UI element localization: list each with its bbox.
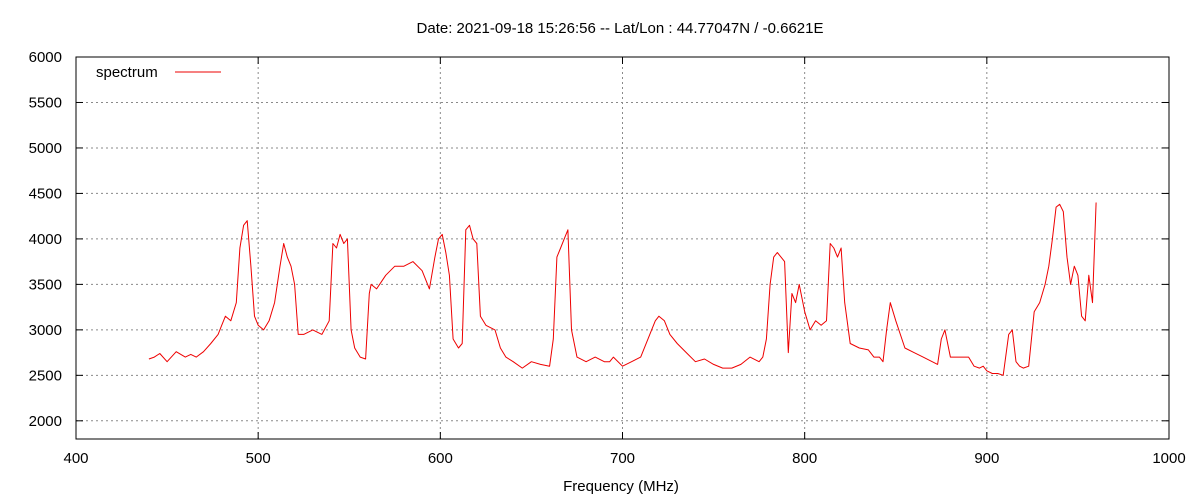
y-tick-label: 2000 <box>29 413 62 430</box>
series-layer <box>148 202 1097 376</box>
x-tick-label: 500 <box>246 450 271 467</box>
x-tick-label: 600 <box>428 450 453 467</box>
y-tick-label: 4000 <box>29 231 62 248</box>
chart-title: Date: 2021-09-18 15:26:56 -- Lat/Lon : 4… <box>417 20 824 37</box>
legend: spectrum <box>96 64 221 81</box>
x-tick-label: 800 <box>792 450 817 467</box>
axis-ticks: 400 500 600 700 800 900 1000 2000 2500 3000 3500 40… <box>29 49 1186 467</box>
y-tick-label: 2500 <box>29 367 62 384</box>
series-line-spectrum <box>148 202 1097 376</box>
y-tick-label: 3000 <box>29 322 62 339</box>
x-axis-label: Frequency (MHz) <box>563 478 679 495</box>
y-tick-label: 4500 <box>29 185 62 202</box>
x-tick-label: 1000 <box>1152 450 1185 467</box>
y-tick-label: 6000 <box>29 49 62 66</box>
x-tick-label: 700 <box>610 450 635 467</box>
y-tick-label: 3500 <box>29 276 62 293</box>
grid-lines <box>76 57 1169 439</box>
y-tick-label: 5000 <box>29 140 62 157</box>
legend-label-spectrum: spectrum <box>96 64 158 81</box>
y-tick-label: 5500 <box>29 94 62 111</box>
x-tick-label: 400 <box>63 450 88 467</box>
x-tick-label: 900 <box>974 450 999 467</box>
